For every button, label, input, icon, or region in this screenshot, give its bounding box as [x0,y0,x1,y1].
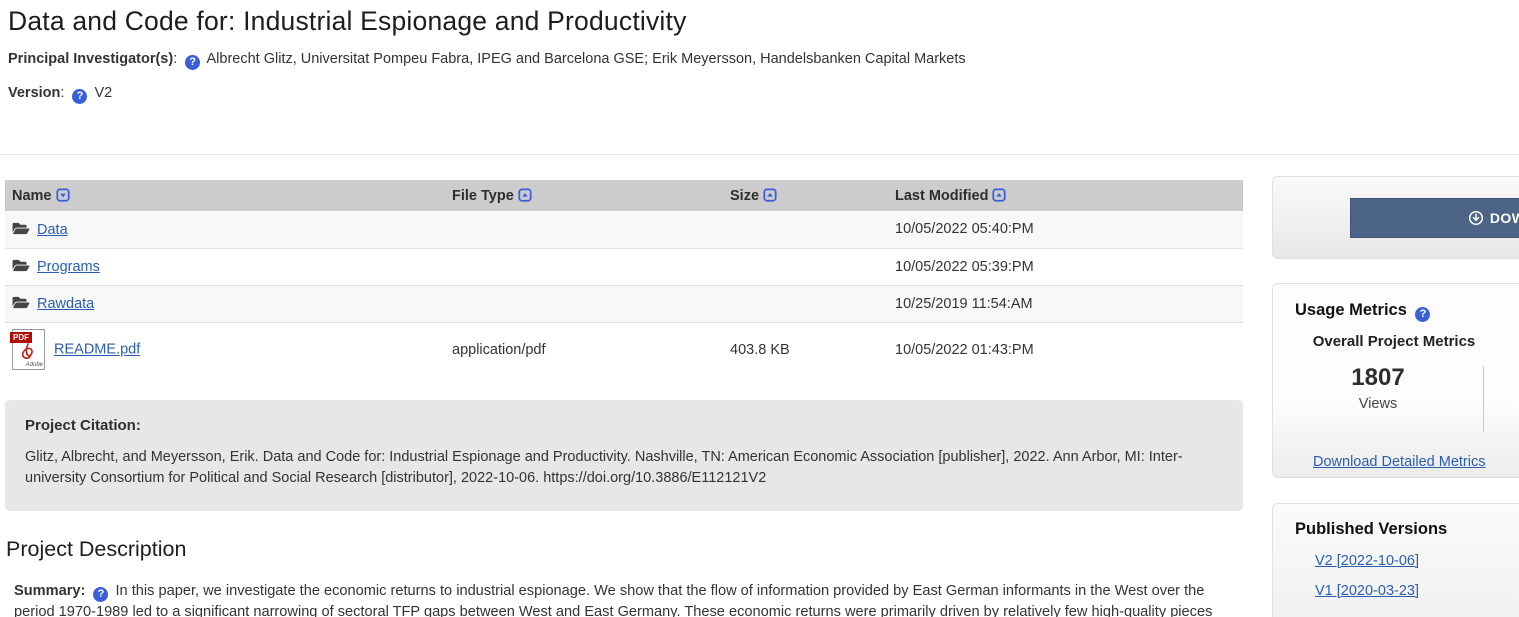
file-link-rawdata[interactable]: Rawdata [37,296,95,312]
table-row-programs-folder: Programs 10/05/2022 05:39:PM [5,248,1243,285]
pi-label: Principal Investigator(s) [8,51,174,67]
version-value: V2 [94,85,113,101]
question-circle-icon[interactable]: ? [185,55,201,70]
files-table: Name File Type Size Last Modified Data [5,180,1243,377]
version-label: Version [8,85,61,101]
caret-square-up-icon[interactable] [763,187,777,202]
page-title: Data and Code for: Industrial Espionage … [8,6,687,36]
views-count: 1807 [1351,364,1405,391]
column-header-size[interactable]: Size [723,180,888,211]
cell-size [723,211,888,248]
cell-size [723,285,888,322]
column-header-file-type[interactable]: File Type [445,180,723,211]
principal-investigators-line: Principal Investigator(s): ? Albrecht Gl… [8,51,966,70]
column-header-name[interactable]: Name [5,180,445,211]
file-link-data[interactable]: Data [37,221,68,238]
metrics-divider [1483,366,1484,432]
cell-file-type [445,285,723,322]
cell-file-type: application/pdf [452,341,546,358]
summary-label: Summary: [14,583,86,599]
column-header-last-modified[interactable]: Last Modified [888,180,1243,211]
main-content: Name File Type Size Last Modified Data [0,180,1243,617]
version-link-v1[interactable]: V1 [2020-03-23] [1315,583,1419,599]
project-citation-box: Project Citation: Glitz, Albrecht, and M… [5,400,1243,511]
version-line: Version: ? V2 [8,85,113,104]
download-panel: DOWNLOAD [1272,176,1519,259]
file-link-programs[interactable]: Programs [37,259,100,275]
cell-last-modified: 10/05/2022 01:43:PM [895,341,1034,358]
pi-value: Albrecht Glitz, Universitat Pompeu Fabra… [206,51,966,67]
summary-text: In this paper, we investigate the econom… [14,583,1213,617]
table-row-data-folder: Data 10/05/2022 05:40:PM [5,211,1243,248]
download-detailed-metrics-link[interactable]: Download Detailed Metrics [1313,454,1486,470]
cell-file-type [445,211,723,248]
pdf-file-icon: PDF Adobe [10,329,45,371]
question-circle-icon[interactable]: ? [1415,307,1431,322]
caret-square-down-icon[interactable] [55,187,70,202]
arrow-circle-down-icon [1468,210,1483,226]
overall-project-metrics-label: Overall Project Metrics [1312,333,1476,350]
summary-paragraph: Summary: ? In this paper, we investigate… [14,581,1229,617]
file-link-readme-pdf[interactable]: README.pdf [54,341,141,358]
page-header: Data and Code for: Industrial Espionage … [0,0,1519,155]
citation-text: Glitz, Albrecht, and Meyersson, Erik. Da… [25,449,1183,486]
files-table-header-row: Name File Type Size Last Modified [5,180,1243,211]
project-description-heading: Project Description [6,537,187,561]
views-label: Views [1358,396,1398,412]
question-circle-icon[interactable]: ? [93,587,109,602]
views-metric: 1807 Views [1283,364,1473,432]
cell-last-modified: 10/25/2019 11:54:AM [895,295,1033,312]
folder-icon [12,295,30,310]
caret-square-up-icon[interactable] [992,187,1007,202]
cell-last-modified: 10/05/2022 05:40:PM [895,221,1034,238]
cell-size [723,248,888,285]
version-link-v2[interactable]: V2 [2022-10-06] [1315,553,1419,569]
citation-label: Project Citation: [25,417,141,434]
table-row-readme-pdf: PDF Adobe README.pdf application/pdf 403… [5,322,1243,377]
published-versions-heading: Published Versions [1295,520,1448,538]
question-circle-icon[interactable]: ? [72,89,88,104]
published-versions-panel: Published Versions V2 [2022-10-06] V1 [2… [1272,503,1519,617]
usage-metrics-panel: Usage Metrics ? Overall Project Metrics … [1272,283,1519,478]
caret-square-up-icon[interactable] [518,187,532,202]
table-row-rawdata-folder: Rawdata 10/25/2019 11:54:AM [5,285,1243,322]
cell-last-modified: 10/05/2022 05:39:PM [895,258,1034,275]
folder-icon [12,221,30,236]
cell-file-type [445,248,723,285]
cell-size: 403.8 KB [730,341,790,358]
metrics-row: 1807 Views [1273,364,1519,432]
folder-icon [12,258,30,273]
usage-metrics-heading: Usage Metrics ? [1295,301,1519,322]
download-button[interactable]: DOWNLOAD [1350,198,1519,238]
